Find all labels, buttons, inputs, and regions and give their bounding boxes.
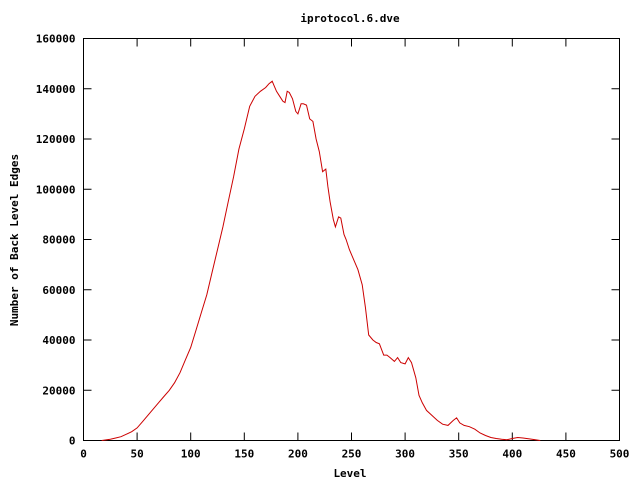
x-tick-label: 150: [234, 448, 254, 461]
y-tick-label: 60000: [42, 284, 75, 297]
x-tick-label: 300: [395, 448, 415, 461]
y-tick-label: 80000: [42, 234, 75, 247]
y-axis: 0 20000 40000 60000 80000 100000 120000 140000 1…: [36, 33, 620, 448]
y-tick-label: 100000: [36, 183, 76, 196]
chart-title: iprotocol.6.dve: [300, 12, 400, 25]
x-axis: 0 50 100 150 200 250 300 350 400 450 500: [80, 38, 630, 461]
y-tick-label: 140000: [36, 83, 76, 96]
x-tick-label: 50: [130, 448, 143, 461]
y-tick-label: 20000: [42, 384, 75, 397]
x-tick-label: 0: [80, 448, 87, 461]
x-tick-label: 400: [502, 448, 522, 461]
y-tick-label: 0: [69, 435, 76, 448]
plot-frame: [83, 38, 620, 441]
y-axis-label: Number of Back Level Edges: [8, 154, 21, 326]
y-tick-label: 160000: [36, 33, 76, 46]
x-tick-label: 100: [181, 448, 201, 461]
y-tick-label: 40000: [42, 334, 75, 347]
x-tick-label: 250: [342, 448, 362, 461]
series-line: [101, 80, 541, 441]
x-tick-label: 350: [449, 448, 469, 461]
x-tick-label: 500: [610, 448, 630, 461]
y-tick-label: 120000: [36, 133, 76, 146]
x-tick-label: 450: [556, 448, 576, 461]
x-axis-label: Level: [333, 467, 366, 480]
x-tick-label: 200: [288, 448, 308, 461]
